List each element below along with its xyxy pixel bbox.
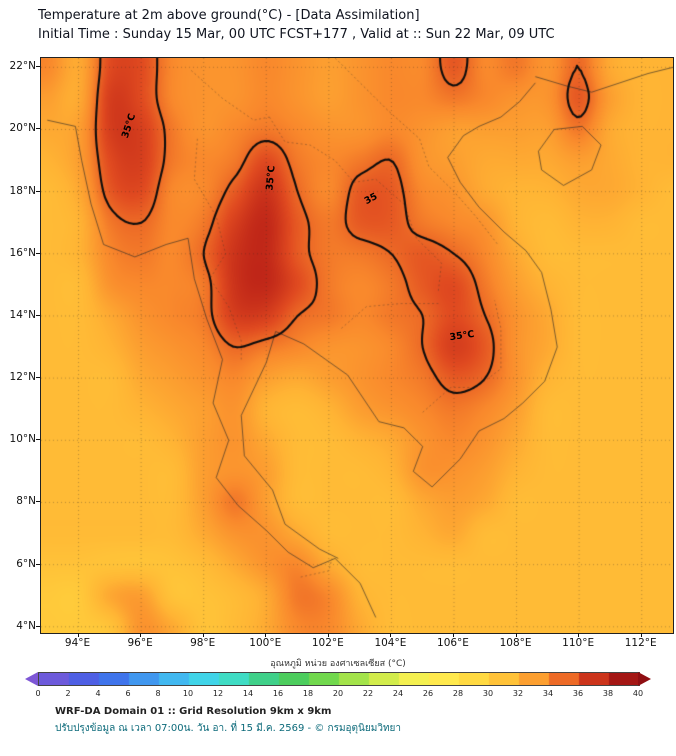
colorbar-tick-label: 18 — [302, 689, 314, 698]
colorbar-tick-label: 8 — [155, 689, 161, 698]
colorbar-tick-label: 32 — [512, 689, 524, 698]
colorbar-tick-label: 38 — [602, 689, 614, 698]
colorbar-tick-label: 10 — [182, 689, 194, 698]
lon-tick-mark — [77, 633, 79, 637]
lon-tick-mark — [140, 633, 142, 637]
lon-tick-label: 102°E — [311, 637, 344, 649]
lon-tick-mark — [390, 633, 392, 637]
colorbar-tick-label: 26 — [422, 689, 434, 698]
colorbar-tick-label: 2 — [65, 689, 71, 698]
lat-tick-mark — [36, 501, 40, 503]
colorbar-label: อุณหภูมิ หน่วย องศาเซลเซียส (°C) — [270, 659, 406, 669]
lon-tick-mark — [452, 633, 454, 637]
lon-tick-mark — [578, 633, 580, 637]
colorbar-right-arrow-icon — [638, 672, 651, 686]
colorbar-tick-label: 24 — [392, 689, 404, 698]
colorbar-tick-label: 34 — [542, 689, 554, 698]
lon-tick-mark — [640, 633, 642, 637]
colorbar-tick-label: 0 — [35, 689, 41, 698]
lon-tick-label: 94°E — [64, 637, 91, 649]
lat-tick-label: 14°N — [9, 308, 36, 321]
colorbar-tick-label: 14 — [242, 689, 254, 698]
temperature-heatmap-canvas — [41, 58, 673, 633]
colorbar-canvas — [38, 672, 640, 686]
footer-update-info: ปรับปรุงข้อมูล ณ เวลา 07:00น. วัน อา. ที… — [55, 723, 402, 734]
colorbar-tick-label: 28 — [452, 689, 464, 698]
lon-tick-label: 108°E — [499, 637, 532, 649]
lon-tick-label: 104°E — [374, 637, 407, 649]
colorbar-tick-label: 40 — [632, 689, 644, 698]
colorbar-tick-label: 16 — [272, 689, 284, 698]
colorbar-tick-label: 12 — [212, 689, 224, 698]
lat-tick-mark — [36, 377, 40, 379]
lat-tick-mark — [36, 314, 40, 316]
colorbar — [25, 672, 651, 686]
lat-tick-mark — [36, 190, 40, 192]
colorbar-tick-label: 6 — [125, 689, 131, 698]
lon-tick-mark — [515, 633, 517, 637]
footer-domain-info: WRF-DA Domain 01 :: Grid Resolution 9km … — [55, 706, 332, 717]
colorbar-tick-label: 4 — [95, 689, 101, 698]
lon-tick-label: 98°E — [190, 637, 216, 649]
lon-tick-mark — [202, 633, 204, 637]
colorbar-tick-label: 20 — [332, 689, 344, 698]
lat-tick-mark — [36, 252, 40, 254]
lon-tick-mark — [327, 633, 329, 637]
lon-tick-label: 106°E — [437, 637, 469, 649]
lat-tick-mark — [36, 439, 40, 441]
colorbar-tick-label: 22 — [362, 689, 374, 698]
header: Temperature at 2m above ground(°C) - [Da… — [38, 6, 555, 44]
colorbar-tick-label: 30 — [482, 689, 494, 698]
colorbar-tick-label: 36 — [572, 689, 584, 698]
lon-tick-label: 112°E — [624, 637, 657, 649]
lon-tick-label: 100°E — [249, 637, 282, 649]
lon-tick-label: 110°E — [562, 637, 595, 649]
lat-tick-label: 6°N — [16, 557, 36, 570]
lat-tick-label: 22°N — [9, 60, 36, 73]
lat-tick-mark — [36, 563, 40, 565]
lat-tick-label: 18°N — [9, 184, 36, 197]
map-plot-area: 35°C 35°C 35 35°C — [40, 57, 674, 634]
lon-tick-mark — [265, 633, 267, 637]
lat-tick-label: 16°N — [9, 246, 36, 259]
lat-tick-mark — [36, 128, 40, 130]
lat-tick-mark — [36, 66, 40, 68]
lat-tick-label: 10°N — [9, 433, 36, 446]
lat-tick-label: 8°N — [16, 495, 36, 508]
lat-tick-label: 4°N — [16, 619, 36, 632]
lat-tick-label: 12°N — [9, 371, 36, 384]
lon-tick-label: 96°E — [127, 637, 153, 649]
lat-tick-mark — [36, 625, 40, 627]
lat-tick-label: 20°N — [9, 122, 36, 135]
map-subtitle: Initial Time : Sunday 15 Mar, 00 UTC FCS… — [38, 27, 555, 42]
colorbar-left-arrow-icon — [25, 672, 38, 686]
map-title: Temperature at 2m above ground(°C) - [Da… — [38, 8, 420, 23]
